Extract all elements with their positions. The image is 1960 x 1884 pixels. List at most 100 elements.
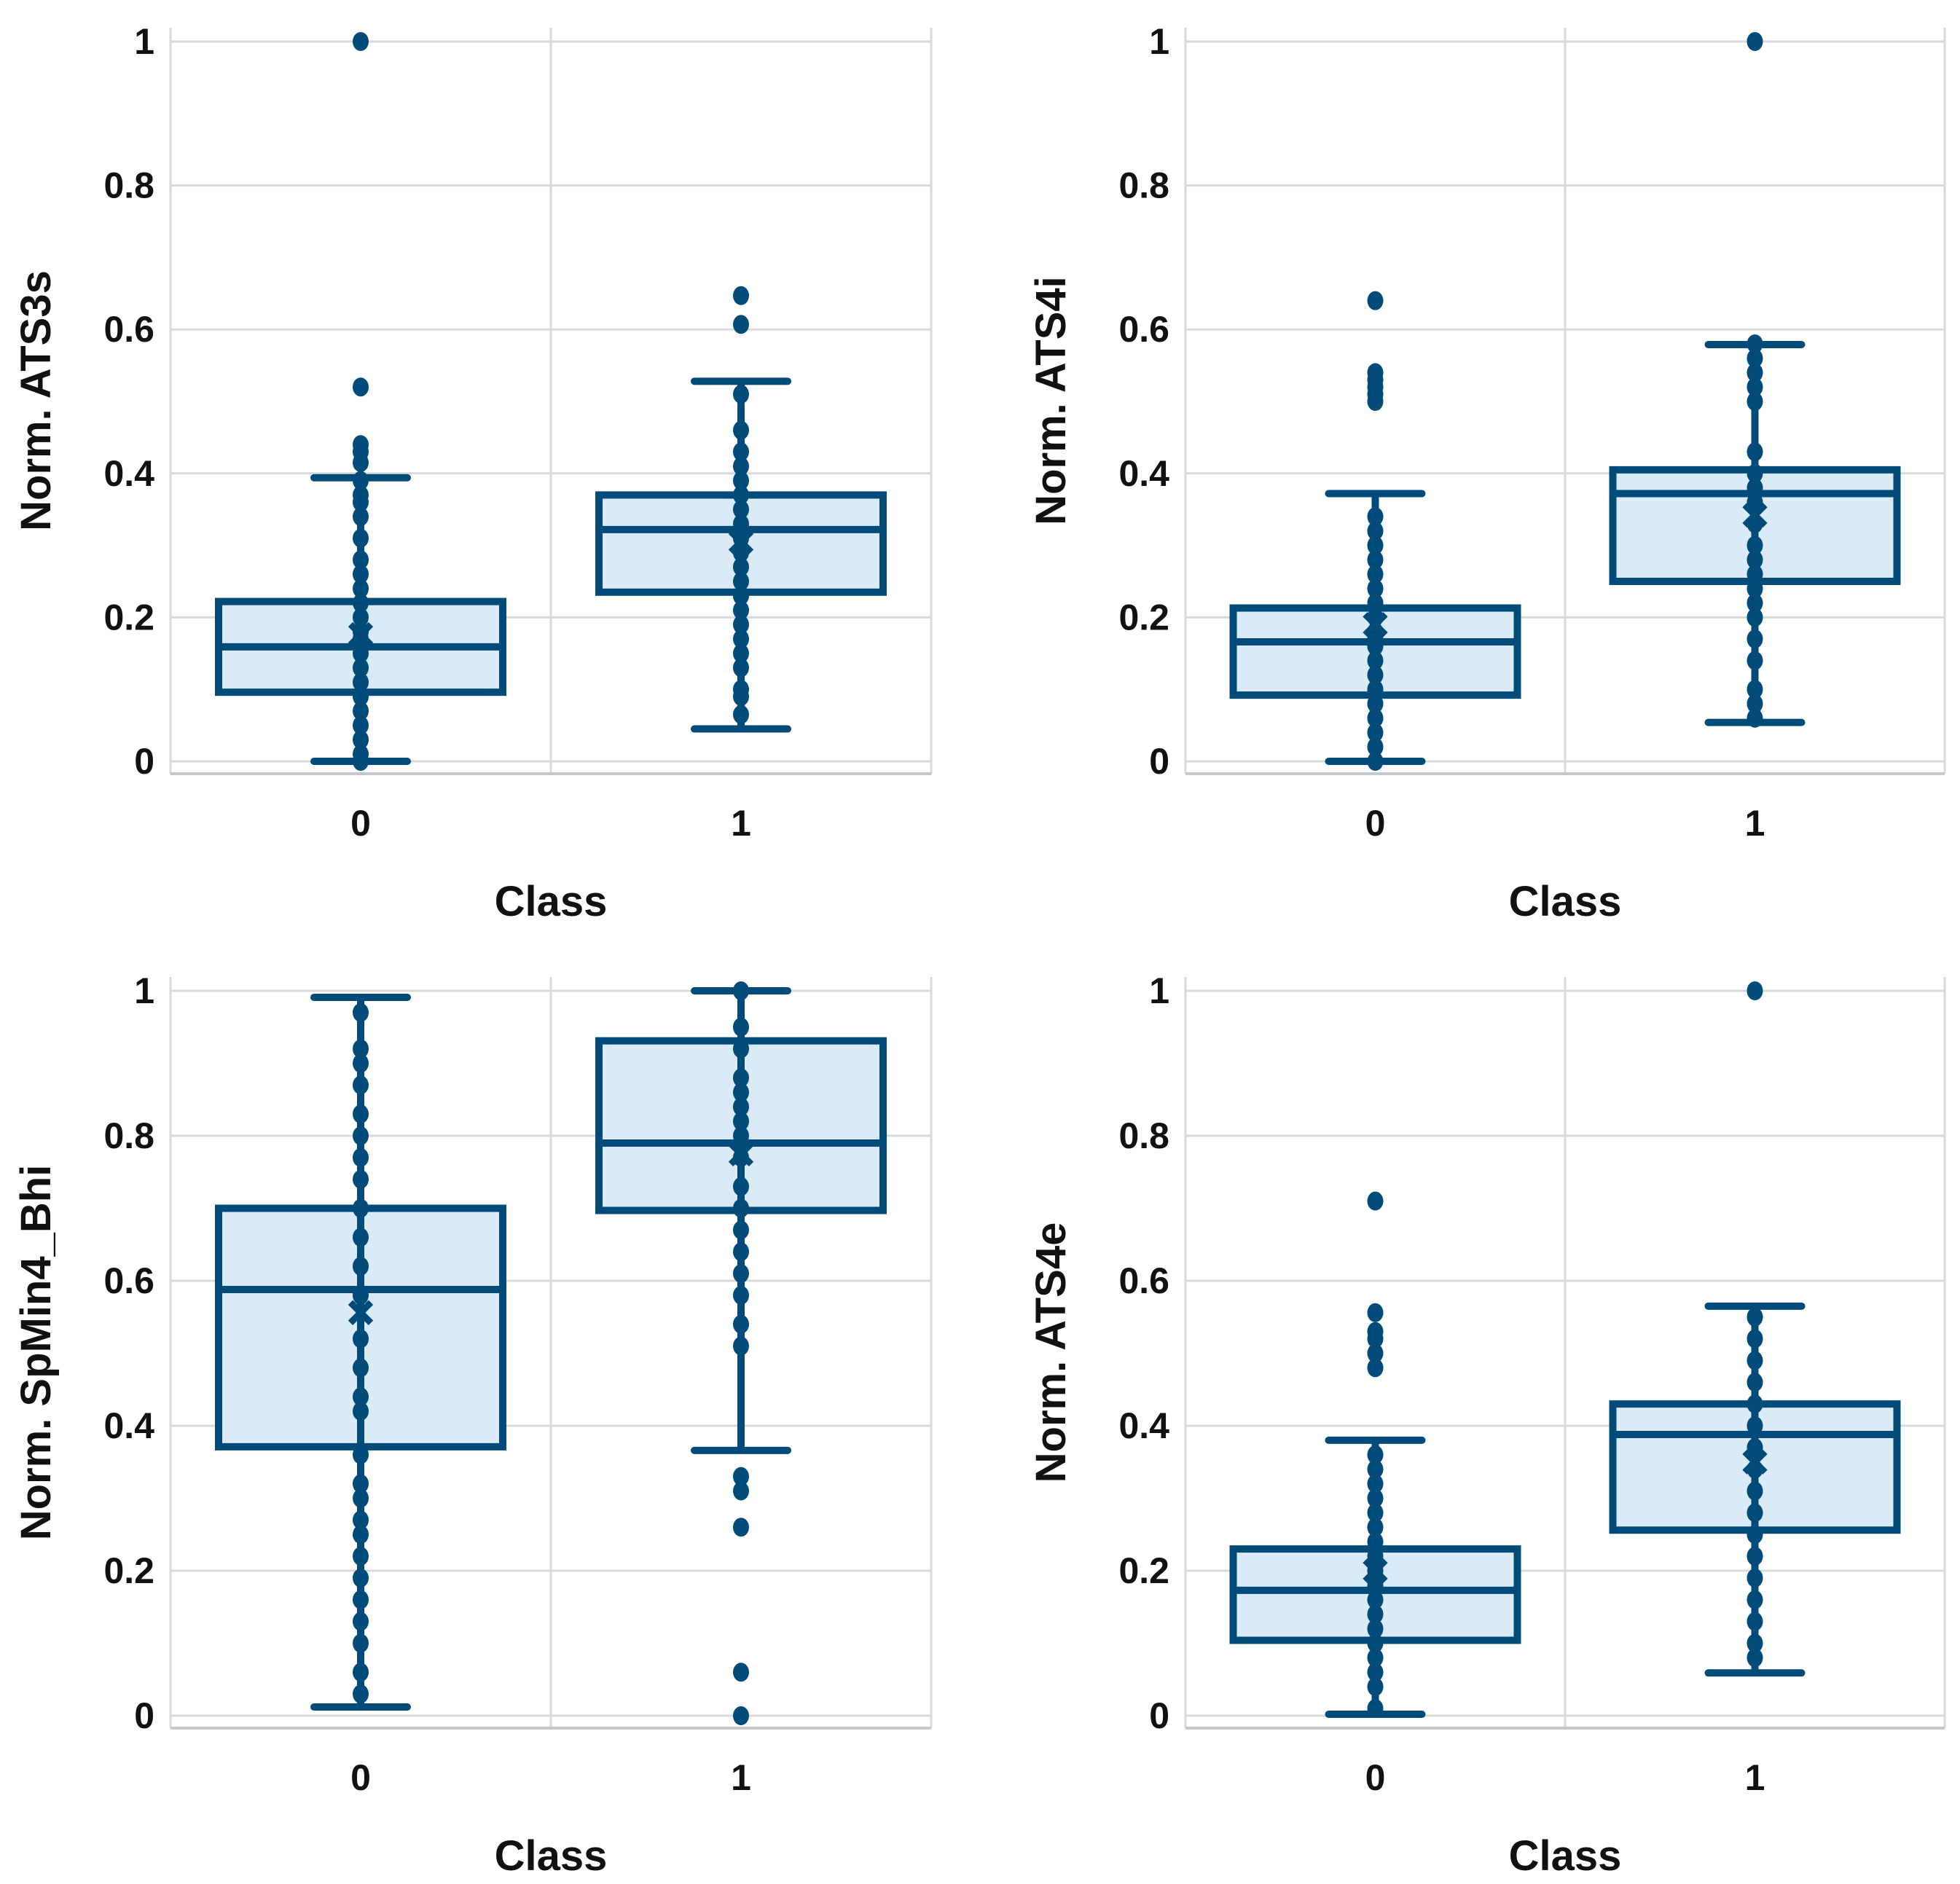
mean-marker (1363, 612, 1388, 637)
outlier-point (1367, 1191, 1384, 1211)
outlier-point (1367, 1303, 1384, 1322)
box-class-1 (595, 286, 887, 733)
data-point (1367, 1547, 1384, 1566)
x-axis-label: Class (495, 878, 608, 925)
data-point (353, 1488, 369, 1508)
y-axis-label: Norm. SpMin4_Bhi (12, 1165, 60, 1541)
y-tick-label: 0.8 (103, 165, 154, 206)
box-class-1 (1609, 981, 1901, 1677)
data-point (353, 593, 369, 613)
mean-marker (348, 621, 374, 648)
data-point (733, 629, 749, 649)
data-point (1747, 334, 1763, 353)
y-tick-label: 0 (1149, 1695, 1169, 1736)
data-point (1747, 377, 1763, 397)
data-point (733, 1083, 749, 1102)
data-point (353, 1568, 369, 1587)
data-point (353, 687, 369, 707)
data-point (353, 715, 369, 735)
data-point (353, 672, 369, 692)
data-point (733, 514, 749, 533)
data-point (1747, 1547, 1763, 1566)
data-point (353, 1612, 369, 1631)
outlier-point (1367, 1343, 1384, 1363)
outlier-point (733, 1467, 749, 1486)
data-point (1747, 1525, 1763, 1545)
data-point (1367, 1503, 1384, 1523)
y-tick-label: 0.6 (1118, 1260, 1169, 1301)
data-point (1367, 593, 1384, 613)
outlier-point (353, 435, 369, 455)
y-tick-label: 0.8 (1118, 1115, 1169, 1156)
y-tick-label: 0 (134, 1695, 154, 1736)
data-point (1367, 1488, 1384, 1508)
data-point (353, 1474, 369, 1494)
data-point (1367, 708, 1384, 728)
data-point (1747, 478, 1763, 498)
data-point (733, 586, 749, 605)
data-point (1367, 651, 1384, 670)
data-point (353, 1228, 369, 1247)
data-point (1747, 1590, 1763, 1609)
outlier-point (353, 32, 369, 51)
data-point (1747, 1437, 1763, 1457)
x-axis-label: Class (1509, 1832, 1622, 1880)
data-point (1367, 723, 1384, 742)
data-point (353, 550, 369, 570)
data-point (733, 615, 749, 635)
data-point (1747, 1648, 1763, 1668)
data-point (1747, 1329, 1763, 1349)
data-point (1367, 1445, 1384, 1464)
data-point (1367, 1532, 1384, 1552)
data-point (1747, 1351, 1763, 1370)
y-tick-label: 1 (1149, 970, 1169, 1011)
outlier-point (733, 1481, 749, 1501)
data-point (1367, 1699, 1384, 1719)
y-axis-label: Norm. ATS4e (1027, 1222, 1075, 1483)
data-point (1747, 1481, 1763, 1501)
y-tick-label: 0.2 (1118, 597, 1169, 637)
outlier-point (733, 1706, 749, 1725)
y-tick-label: 0.8 (1118, 165, 1169, 206)
data-point (353, 1387, 369, 1407)
data-point (1367, 680, 1384, 699)
x-tick-label: 0 (350, 1757, 371, 1798)
data-point (353, 1147, 369, 1167)
x-tick-label: 0 (1365, 803, 1386, 844)
data-point (353, 1590, 369, 1609)
data-point (1747, 392, 1763, 411)
data-point (733, 1017, 749, 1037)
data-point (1367, 1474, 1384, 1494)
data-point (733, 1220, 749, 1240)
data-point (1747, 565, 1763, 584)
data-point (1367, 1648, 1384, 1668)
data-point (1747, 680, 1763, 699)
chart-panel-0: 0 0.2 0.4 0.6 0.8 1 0 1 Class Norm. ATS3s (12, 21, 933, 925)
data-point (1367, 550, 1384, 570)
data-point (733, 704, 749, 724)
data-point (733, 485, 749, 505)
data-point (353, 1445, 369, 1464)
data-point (1367, 1677, 1384, 1697)
data-point (1747, 1568, 1763, 1587)
data-point (1747, 651, 1763, 670)
data-point (353, 745, 369, 764)
data-point (1747, 1373, 1763, 1392)
y-tick-label: 0.4 (103, 1405, 154, 1446)
data-point (733, 471, 749, 490)
data-point (353, 1684, 369, 1704)
data-point (1747, 578, 1763, 598)
data-point (733, 600, 749, 620)
data-point (1747, 1612, 1763, 1631)
y-tick-label: 0.2 (1118, 1550, 1169, 1591)
mean-marker (1742, 1449, 1768, 1475)
y-tick-label: 1 (134, 21, 154, 62)
data-point (353, 1126, 369, 1145)
mean-marker (1363, 1558, 1388, 1584)
y-axis-label: Norm. ATS3s (12, 270, 60, 531)
x-tick-label: 1 (1745, 803, 1765, 844)
data-point (1747, 629, 1763, 649)
data-point (733, 981, 749, 1000)
data-point (1367, 1619, 1384, 1638)
